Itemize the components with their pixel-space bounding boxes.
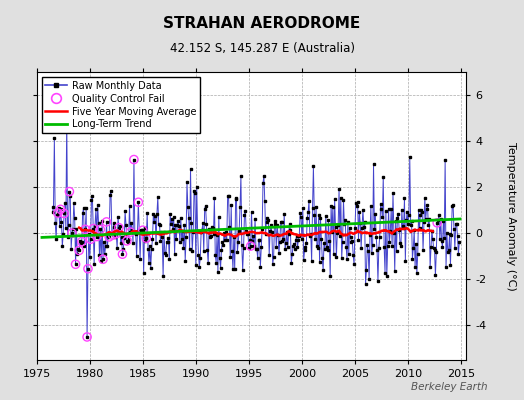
Text: Berkeley Earth: Berkeley Earth bbox=[411, 382, 487, 392]
Point bbox=[118, 251, 127, 258]
Text: STRAHAN AERODROME: STRAHAN AERODROME bbox=[163, 16, 361, 31]
Point bbox=[138, 227, 147, 233]
Legend: Raw Monthly Data, Quality Control Fail, Five Year Moving Average, Long-Term Tren: Raw Monthly Data, Quality Control Fail, … bbox=[41, 77, 200, 133]
Point bbox=[86, 236, 95, 242]
Point bbox=[93, 233, 101, 240]
Point bbox=[62, 115, 71, 121]
Point bbox=[123, 238, 131, 244]
Point bbox=[130, 156, 138, 163]
Point bbox=[246, 243, 255, 249]
Point bbox=[108, 232, 117, 238]
Point bbox=[83, 334, 91, 340]
Point bbox=[126, 229, 135, 235]
Point bbox=[433, 220, 441, 226]
Point bbox=[71, 261, 80, 268]
Point bbox=[57, 206, 65, 212]
Text: 42.152 S, 145.287 E (Australia): 42.152 S, 145.287 E (Australia) bbox=[169, 42, 355, 55]
Point bbox=[65, 188, 73, 195]
Point bbox=[102, 219, 111, 225]
Point bbox=[99, 256, 107, 262]
Point bbox=[75, 247, 83, 254]
Point bbox=[96, 226, 104, 233]
Point bbox=[53, 210, 62, 216]
Point bbox=[112, 230, 121, 237]
Point bbox=[68, 230, 76, 236]
Point bbox=[60, 210, 68, 217]
Point bbox=[84, 266, 92, 272]
Point bbox=[115, 224, 123, 231]
Point bbox=[134, 199, 143, 206]
Point bbox=[142, 235, 150, 242]
Point bbox=[105, 234, 113, 240]
Point bbox=[89, 225, 97, 232]
Y-axis label: Temperature Anomaly (°C): Temperature Anomaly (°C) bbox=[506, 142, 516, 290]
Point bbox=[78, 238, 86, 245]
Point bbox=[81, 226, 90, 232]
